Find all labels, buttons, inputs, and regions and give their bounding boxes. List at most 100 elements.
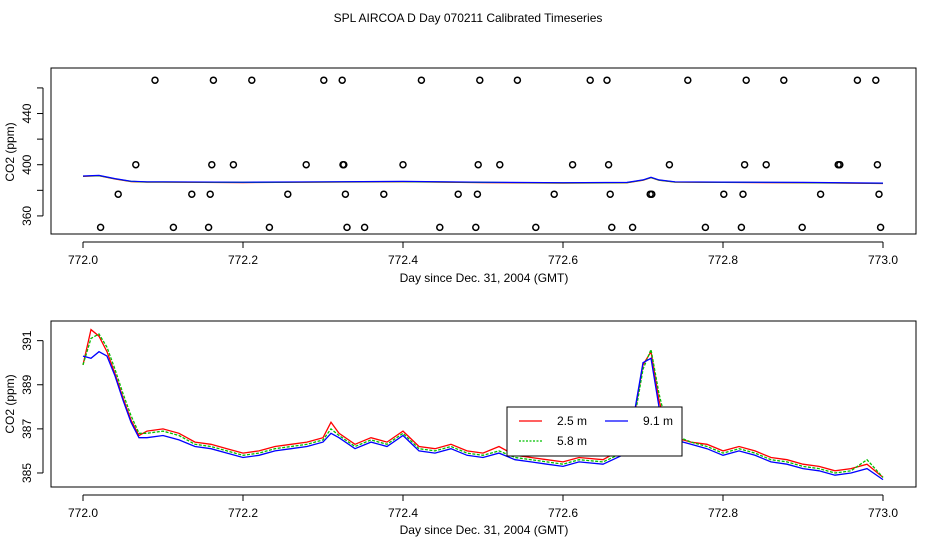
scatter-point [320, 76, 328, 84]
bottom-y-axis-label: CO2 (ppm) [3, 374, 17, 433]
top-x-tick-label: 773.0 [868, 253, 898, 267]
scatter-point [151, 76, 159, 84]
scatter-point [96, 223, 105, 232]
scatter-point [399, 160, 407, 169]
scatter-point [872, 76, 880, 84]
chart-title: SPL AIRCOA D Day 070211 Calibrated Times… [334, 11, 603, 25]
top-y-axis: 360 400 440 [20, 87, 44, 226]
bottom-x-axis: 772.0 772.2 772.4 772.6 772.8 773.0 [68, 494, 898, 520]
scatter-point [550, 190, 558, 198]
top-x-tick-label: 772.8 [708, 253, 738, 267]
legend: 2.5 m 5.8 m 9.1 m [506, 406, 683, 457]
bottom-x-tick-label: 772.4 [388, 506, 418, 520]
top-x-axis-label: Day since Dec. 31, 2004 (GMT) [400, 271, 569, 285]
scatter-point [454, 190, 462, 198]
legend-label-2-5m: 2.5 m [557, 414, 587, 428]
bottom-y-tick-label: 385 [20, 463, 34, 483]
bottom-plot-frame [50, 320, 917, 488]
scatter-point [604, 160, 613, 169]
top-smoothed-lines [82, 174, 884, 185]
scatter-point [586, 76, 594, 84]
scatter-point [816, 190, 825, 198]
series-line-2-5m [82, 328, 884, 478]
top-x-tick-label: 772.4 [388, 253, 418, 267]
scatter-point [873, 160, 882, 169]
top-smoothed-line [82, 174, 884, 184]
scatter-point [742, 76, 750, 84]
scatter-point [496, 160, 504, 169]
scatter-point [284, 190, 292, 198]
scatter-point [302, 160, 310, 169]
bottom-x-tick-label: 772.6 [548, 506, 578, 520]
scatter-point [684, 76, 692, 84]
scatter-point [762, 160, 770, 169]
bottom-x-axis-label: Day since Dec. 31, 2004 (GMT) [400, 523, 569, 537]
scatter-point [436, 223, 444, 232]
bottom-y-axis: 385 387 389 391 [20, 330, 44, 483]
scatter-point [701, 223, 710, 232]
scatter-point [628, 223, 637, 232]
scatter-point [338, 76, 346, 84]
scatter-point [608, 223, 616, 232]
scatter-point [513, 76, 522, 84]
top-scatter-points [96, 76, 885, 232]
scatter-point [532, 223, 540, 232]
scatter-point [265, 223, 274, 232]
legend-box [506, 406, 683, 457]
scatter-point [568, 160, 577, 169]
legend-label-9-1m: 9.1 m [643, 414, 673, 428]
scatter-point [169, 223, 178, 232]
scatter-point [875, 190, 883, 198]
scatter-point [665, 160, 674, 169]
scatter-point [380, 190, 388, 198]
top-x-axis: 772.0 772.2 772.4 772.6 772.8 773.0 [68, 241, 898, 267]
scatter-point [603, 76, 611, 84]
top-panel: 772.0 772.2 772.4 772.6 772.8 773.0 360 400 440… [3, 67, 917, 285]
bottom-x-tick-label: 772.2 [228, 506, 258, 520]
scatter-point [188, 190, 196, 198]
scatter-point [606, 190, 614, 198]
bottom-x-tick-label: 772.8 [708, 506, 738, 520]
bottom-x-tick-label: 772.0 [68, 506, 98, 520]
series-line-9-1m [82, 350, 884, 481]
bottom-panel: 772.0 772.2 772.4 772.6 772.8 773.0 385 387 389… [3, 320, 917, 537]
scatter-point [341, 190, 350, 198]
scatter-point [737, 223, 746, 232]
bottom-y-tick-label: 387 [20, 419, 34, 439]
top-x-tick-label: 772.2 [228, 253, 258, 267]
bottom-y-tick-label: 391 [20, 330, 34, 350]
scatter-point [114, 190, 122, 198]
top-y-axis-label: CO2 (ppm) [3, 122, 17, 181]
scatter-point [204, 223, 213, 232]
scatter-point [876, 223, 885, 232]
scatter-point [417, 76, 426, 84]
top-x-tick-label: 772.6 [548, 253, 578, 267]
bottom-x-tick-label: 773.0 [868, 506, 898, 520]
scatter-point [340, 160, 348, 169]
scatter-point [648, 190, 656, 198]
legend-label-5-8m: 5.8 m [557, 434, 587, 448]
bottom-series-lines [82, 328, 884, 481]
scatter-point [474, 160, 482, 169]
scatter-point [780, 76, 788, 84]
scatter-point [720, 190, 728, 198]
scatter-point [836, 160, 844, 169]
series-line-5-8m [82, 333, 884, 478]
scatter-point [248, 76, 256, 84]
scatter-point [132, 160, 140, 169]
scatter-point [343, 223, 351, 232]
bottom-y-tick-label: 389 [20, 374, 34, 394]
scatter-point [798, 223, 806, 232]
scatter-point [208, 160, 216, 169]
top-y-tick-label: 360 [20, 206, 34, 226]
top-plot-frame [50, 67, 917, 235]
scatter-point [739, 190, 747, 198]
scatter-point [209, 76, 218, 84]
scatter-point [360, 223, 369, 232]
scatter-point [472, 223, 480, 232]
scatter-point [476, 76, 484, 84]
scatter-point [473, 190, 482, 198]
top-y-tick-label: 440 [20, 103, 34, 123]
